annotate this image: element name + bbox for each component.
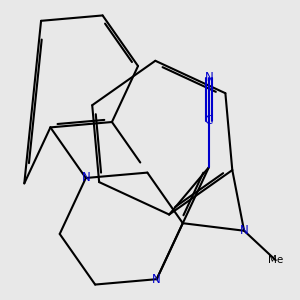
- Text: Me: Me: [268, 255, 283, 265]
- Text: N: N: [205, 71, 213, 84]
- Text: C: C: [205, 114, 213, 128]
- Text: N: N: [240, 224, 248, 237]
- Text: N: N: [82, 172, 90, 184]
- Text: N: N: [152, 273, 161, 286]
